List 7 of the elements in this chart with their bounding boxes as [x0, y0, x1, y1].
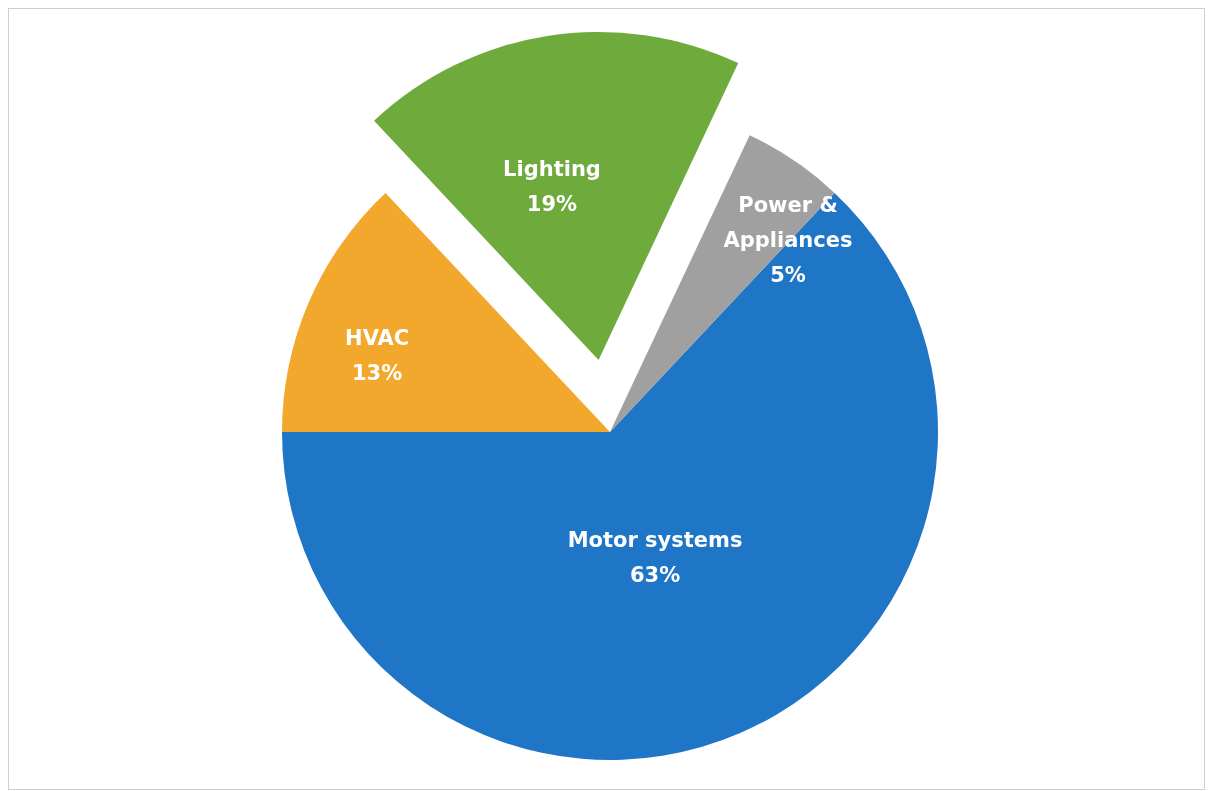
data-label: 63%: [629, 562, 681, 587]
slice-label: Motor systems: [567, 527, 743, 552]
slice-label: Lighting: [503, 156, 601, 181]
data-label: 19%: [526, 191, 578, 216]
data-label: 13%: [351, 361, 403, 386]
slice-label: HVAC: [345, 326, 410, 351]
data-label: 5%: [770, 262, 806, 287]
